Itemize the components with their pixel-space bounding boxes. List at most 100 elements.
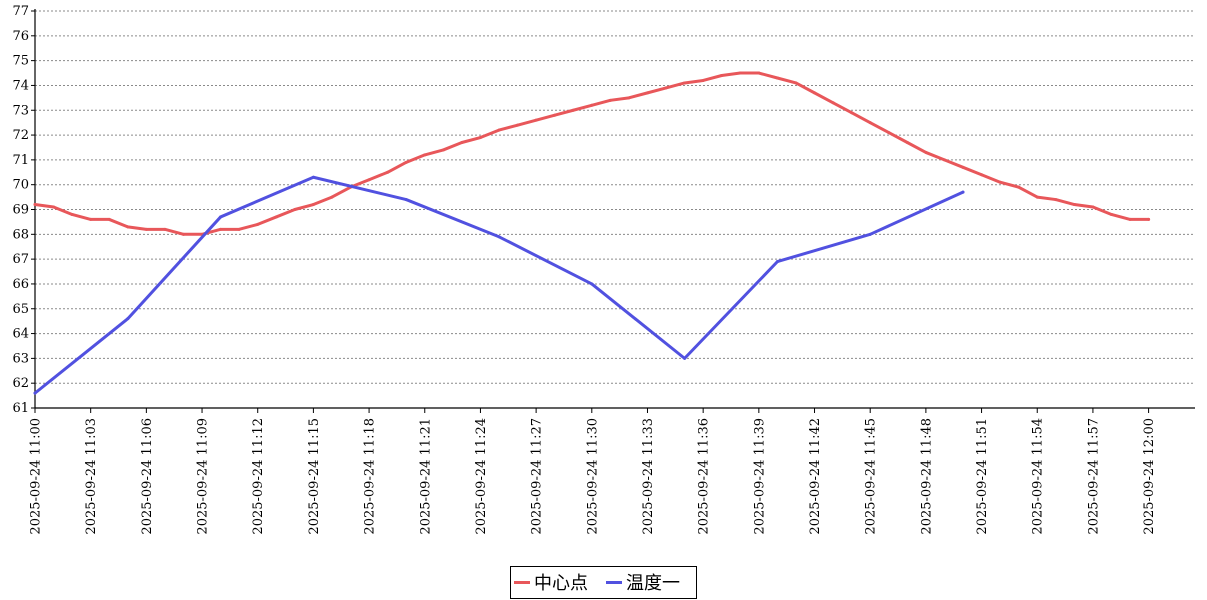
x-tick-label: 2025-09-24 11:45: [864, 418, 879, 535]
x-tick-label: 2025-09-24 11:09: [196, 418, 211, 535]
legend: 中心点 温度一: [510, 566, 697, 599]
data-point: [868, 232, 872, 236]
data-point: [497, 128, 501, 132]
data-point: [701, 78, 705, 82]
data-point: [293, 208, 297, 211]
data-point: [1147, 217, 1151, 221]
data-point: [441, 148, 445, 152]
y-tick-label: 68: [12, 227, 29, 242]
data-point: [89, 217, 93, 221]
y-tick-label: 70: [12, 178, 29, 193]
y-tick-label: 72: [12, 128, 29, 143]
data-point: [738, 71, 742, 75]
y-tick-label: 63: [12, 351, 29, 366]
data-point: [850, 111, 854, 115]
y-tick-label: 64: [12, 327, 29, 342]
y-tick-label: 71: [12, 153, 29, 168]
data-point: [70, 212, 74, 216]
data-point: [274, 215, 278, 219]
data-point: [831, 101, 835, 105]
legend-box: [510, 566, 697, 599]
data-point: [107, 217, 111, 221]
y-tick-label: 65: [12, 302, 29, 317]
data-point: [460, 141, 464, 145]
data-point: [1017, 185, 1021, 189]
data-point: [330, 195, 334, 199]
series-1: [33, 175, 965, 395]
data-point: [887, 131, 891, 135]
data-point: [423, 153, 427, 157]
series-line: [33, 71, 1151, 236]
x-tick-label: 2025-09-24 11:06: [140, 418, 155, 535]
x-tick-label: 2025-09-24 11:39: [752, 418, 767, 535]
data-point: [1035, 195, 1039, 199]
data-point: [757, 71, 761, 75]
data-point: [219, 215, 223, 219]
data-point: [181, 232, 185, 236]
data-point: [571, 108, 575, 112]
x-tick-label: 2025-09-24 11:57: [1086, 418, 1101, 535]
x-tick-label: 2025-09-24 11:36: [697, 418, 712, 535]
data-point: [683, 81, 687, 85]
y-tick-label: 77: [12, 4, 29, 19]
data-point: [367, 178, 371, 182]
data-point: [608, 98, 612, 102]
data-point: [126, 225, 130, 229]
legend-label: 温度一: [626, 573, 680, 594]
data-point: [980, 173, 984, 177]
data-point: [868, 121, 872, 125]
data-point: [645, 91, 649, 95]
legend-label: 中心点: [534, 573, 588, 594]
x-tick-label: 2025-09-24 12:00: [1142, 418, 1157, 535]
grid: [35, 10, 1195, 384]
data-point: [1072, 203, 1076, 207]
y-tick-label: 74: [12, 78, 29, 93]
y-tick-label: 67: [12, 252, 29, 267]
data-point: [961, 190, 965, 194]
x-tick-label: 2025-09-24 11:27: [530, 418, 545, 535]
x-tick-label: 2025-09-24 11:30: [585, 418, 600, 535]
y-tick-label: 66: [12, 277, 29, 292]
x-tick-label: 2025-09-24 11:24: [474, 418, 489, 535]
data-point: [590, 103, 594, 107]
data-point: [961, 165, 965, 169]
data-point: [516, 123, 520, 127]
data-point: [1109, 212, 1113, 216]
x-tick-label: 2025-09-24 11:54: [1031, 418, 1046, 535]
series-lines: [33, 71, 1151, 395]
data-point: [794, 81, 798, 85]
data-point: [311, 203, 315, 207]
data-point: [404, 198, 408, 202]
data-point: [590, 282, 594, 286]
data-point: [1054, 198, 1058, 202]
y-tick-label: 69: [12, 203, 29, 218]
x-tick-label: 2025-09-24 11:00: [29, 418, 44, 535]
data-point: [553, 113, 557, 117]
data-point: [219, 227, 223, 231]
data-point: [237, 227, 241, 231]
data-point: [33, 203, 37, 207]
data-point: [534, 118, 538, 122]
data-point: [311, 175, 315, 179]
data-point: [386, 170, 390, 174]
data-point: [664, 86, 668, 90]
data-point: [683, 356, 687, 360]
x-tick-label: 2025-09-24 11:21: [418, 418, 433, 535]
x-tick-label: 2025-09-24 11:15: [307, 418, 322, 535]
y-tick-label: 73: [12, 103, 29, 118]
data-point: [998, 180, 1002, 184]
data-point: [905, 141, 909, 145]
x-tick-label: 2025-09-24 11:03: [84, 418, 99, 535]
data-point: [627, 96, 631, 100]
data-point: [942, 158, 946, 162]
y-tick-label: 76: [12, 29, 29, 44]
x-tick-label: 2025-09-24 11:18: [363, 418, 378, 535]
data-point: [404, 160, 408, 164]
data-point: [813, 91, 817, 95]
axes: 61 62 63 64 65 66 67 68 69 70 71 72 73 74 75 76 77 2025-0…: [12, 4, 1195, 535]
y-tick-label: 75: [12, 54, 29, 69]
x-tick-label: 2025-09-24 11:48: [919, 418, 934, 535]
data-point: [126, 317, 130, 321]
data-point: [1091, 205, 1095, 209]
